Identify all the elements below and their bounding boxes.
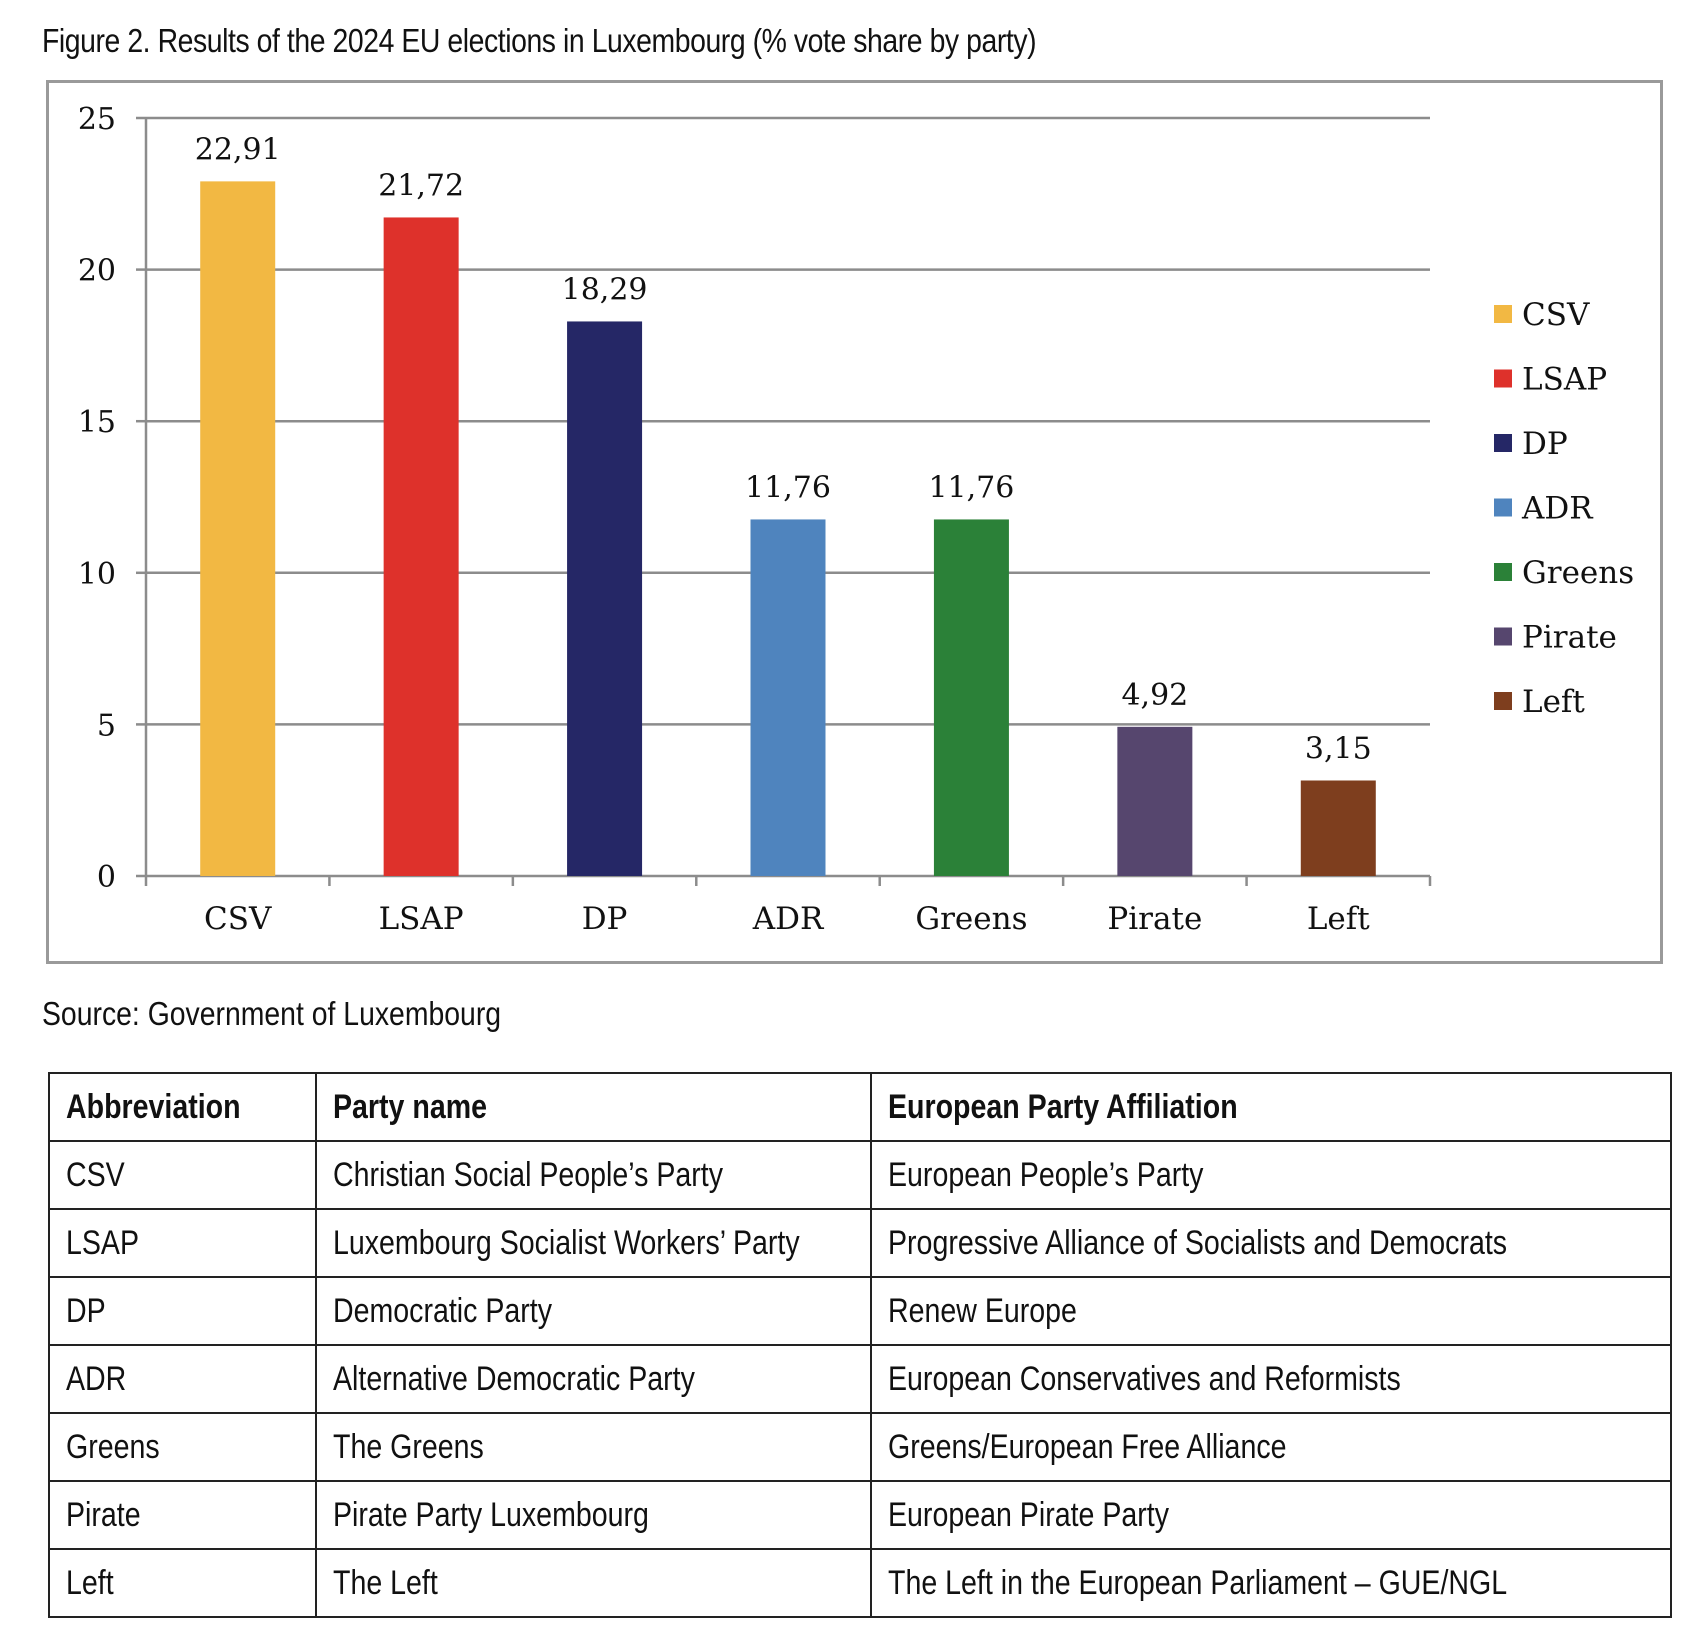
bar-lsap xyxy=(383,217,459,877)
bar-chart: 0 5 10 15 20 25 22,91 CSV 21,72 LSAP 18,29 DP 11,76 A… xyxy=(78,102,1634,937)
header-party-name: Party name xyxy=(315,1072,872,1142)
cell-european-affiliation: Renew Europe xyxy=(870,1276,1672,1346)
cell-party-name: Alternative Democratic Party xyxy=(315,1344,872,1414)
header-european-affiliation: European Party Affiliation xyxy=(870,1072,1672,1142)
data-label: 11,76 xyxy=(928,470,1014,505)
y-tick-label: 25 xyxy=(78,102,116,137)
cell-european-affiliation: Progressive Alliance of Socialists and D… xyxy=(870,1208,1672,1278)
legend-label: Pirate xyxy=(1522,620,1617,656)
bar-left xyxy=(1300,780,1376,876)
legend-swatch xyxy=(1494,498,1512,517)
table-row: DP Democratic Party Renew Europe xyxy=(48,1276,1672,1346)
table-row: Pirate Pirate Party Luxembourg European Pi… xyxy=(48,1480,1672,1550)
x-tick-label: ADR xyxy=(752,901,825,937)
bar-dp xyxy=(567,321,643,876)
x-tick-label: DP xyxy=(582,901,628,937)
legend-label: DP xyxy=(1522,426,1568,462)
legend-swatch xyxy=(1494,434,1512,452)
cell-european-affiliation: European Pirate Party xyxy=(870,1480,1672,1550)
cell-abbreviation: Pirate xyxy=(48,1480,317,1550)
x-tick-label: Greens xyxy=(915,901,1027,937)
y-tick-label: 20 xyxy=(78,254,116,289)
x-tick-label: Pirate xyxy=(1107,901,1202,937)
cell-party-name: Democratic Party xyxy=(315,1276,872,1346)
legend-label: CSV xyxy=(1522,297,1590,333)
legend-label: ADR xyxy=(1521,491,1594,527)
cell-european-affiliation: European Conservatives and Reformists xyxy=(870,1344,1672,1414)
figure-title: Figure 2. Results of the 2024 EU electio… xyxy=(42,22,1037,59)
legend-swatch xyxy=(1494,305,1512,323)
table-row: Greens The Greens Greens/European Free All… xyxy=(48,1412,1672,1482)
legend-swatch xyxy=(1494,563,1512,581)
legend-swatch xyxy=(1494,369,1512,388)
cell-abbreviation: Greens xyxy=(48,1412,317,1482)
cell-abbreviation: DP xyxy=(48,1276,317,1346)
cell-party-name: The Greens xyxy=(315,1412,872,1482)
cell-party-name: The Left xyxy=(315,1548,872,1618)
party-table: Abbreviation Party name European Party A… xyxy=(48,1072,1672,1618)
legend-swatch xyxy=(1494,627,1512,646)
bar-pirate xyxy=(1117,726,1193,876)
y-tick-label: 5 xyxy=(97,708,116,743)
y-tick-label: 10 xyxy=(78,557,116,592)
table-row: ADR Alternative Democratic Party European … xyxy=(48,1344,1672,1414)
cell-european-affiliation: The Left in the European Parliament – GU… xyxy=(870,1548,1672,1618)
x-tick-label: LSAP xyxy=(379,901,464,937)
cell-abbreviation: CSV xyxy=(48,1140,317,1210)
table-row: CSV Christian Social People’s Party Europe… xyxy=(48,1140,1672,1210)
x-tick-label: CSV xyxy=(204,901,272,937)
legend-swatch xyxy=(1494,692,1512,710)
data-label: 21,72 xyxy=(378,168,464,203)
bar-adr xyxy=(750,519,826,876)
x-tick-label: Left xyxy=(1307,901,1370,937)
table-header-row: Abbreviation Party name European Party A… xyxy=(48,1072,1672,1142)
table-row: LSAP Luxembourg Socialist Workers’ Party P… xyxy=(48,1208,1672,1278)
chart-frame xyxy=(46,80,1663,964)
source-note: Source: Government of Luxembourg xyxy=(42,995,502,1032)
cell-party-name: Christian Social People’s Party xyxy=(315,1140,872,1210)
legend-label: Greens xyxy=(1522,555,1634,591)
header-abbreviation: Abbreviation xyxy=(48,1072,317,1142)
cell-european-affiliation: European People’s Party xyxy=(870,1140,1672,1210)
bar-greens xyxy=(933,519,1009,876)
y-tick-label: 0 xyxy=(97,860,116,895)
legend-label: LSAP xyxy=(1522,362,1607,398)
cell-european-affiliation: Greens/European Free Alliance xyxy=(870,1412,1672,1482)
data-label: 3,15 xyxy=(1305,731,1372,766)
bar-csv xyxy=(200,181,276,877)
data-label: 18,29 xyxy=(562,272,648,307)
data-label: 4,92 xyxy=(1121,678,1188,713)
table-row: Left The Left The Left in the European Par… xyxy=(48,1548,1672,1618)
data-label: 22,91 xyxy=(195,132,281,167)
cell-abbreviation: LSAP xyxy=(48,1208,317,1278)
y-tick-label: 15 xyxy=(78,405,116,440)
data-label: 11,76 xyxy=(745,470,831,505)
cell-abbreviation: ADR xyxy=(48,1344,317,1414)
cell-party-name: Luxembourg Socialist Workers’ Party xyxy=(315,1208,872,1278)
cell-party-name: Pirate Party Luxembourg xyxy=(315,1480,872,1550)
legend-label: Left xyxy=(1522,684,1585,720)
cell-abbreviation: Left xyxy=(48,1548,317,1618)
